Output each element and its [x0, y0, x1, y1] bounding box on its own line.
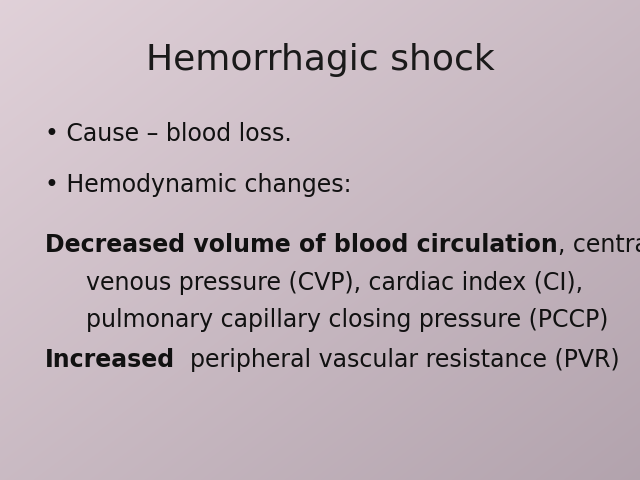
Text: Increased: Increased [45, 348, 175, 372]
Text: • Cause – blood loss.: • Cause – blood loss. [45, 122, 292, 146]
Text: venous pressure (CVP), cardiac index (CI),: venous pressure (CVP), cardiac index (CI… [86, 271, 584, 295]
Text: Hemorrhagic shock: Hemorrhagic shock [146, 43, 494, 77]
Text: pulmonary capillary closing pressure (PCCP): pulmonary capillary closing pressure (PC… [86, 308, 609, 332]
Text: , central: , central [557, 233, 640, 257]
Text: Decreased volume of blood circulation: Decreased volume of blood circulation [45, 233, 557, 257]
Text: • Hemodynamic changes:: • Hemodynamic changes: [45, 173, 351, 197]
Text: peripheral vascular resistance (PVR): peripheral vascular resistance (PVR) [175, 348, 620, 372]
